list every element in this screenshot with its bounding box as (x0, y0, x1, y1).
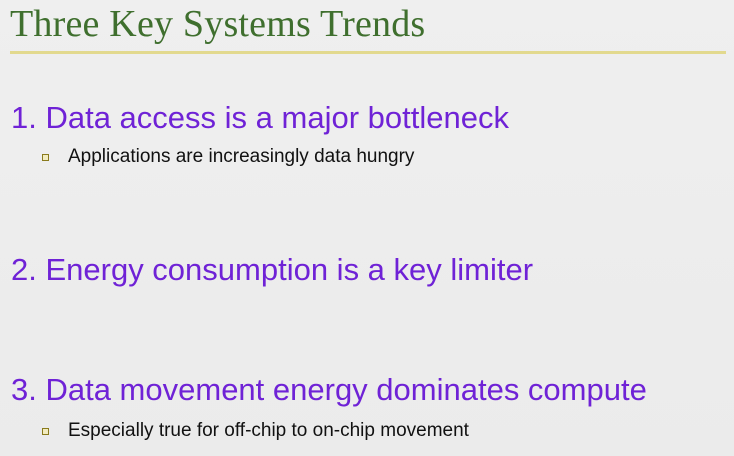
trend-3-bullet-text: Especially true for off-chip to on-chip … (68, 420, 469, 441)
trend-1-bullet-text: Applications are increasingly data hungr… (68, 146, 415, 167)
square-bullet-icon (42, 154, 49, 162)
trend-1-bullet: Applications are increasingly data hungr… (40, 146, 414, 168)
trend-1-heading: 1. Data access is a major bottleneck (11, 100, 509, 135)
trend-3-bullet: Especially true for off-chip to on-chip … (40, 420, 469, 442)
title-divider (10, 51, 726, 54)
trend-2-heading: 2. Energy consumption is a key limiter (11, 252, 534, 287)
trend-3-heading: 3. Data movement energy dominates comput… (11, 372, 647, 407)
square-bullet-icon (42, 428, 49, 436)
slide-title: Three Key Systems Trends (10, 3, 426, 45)
